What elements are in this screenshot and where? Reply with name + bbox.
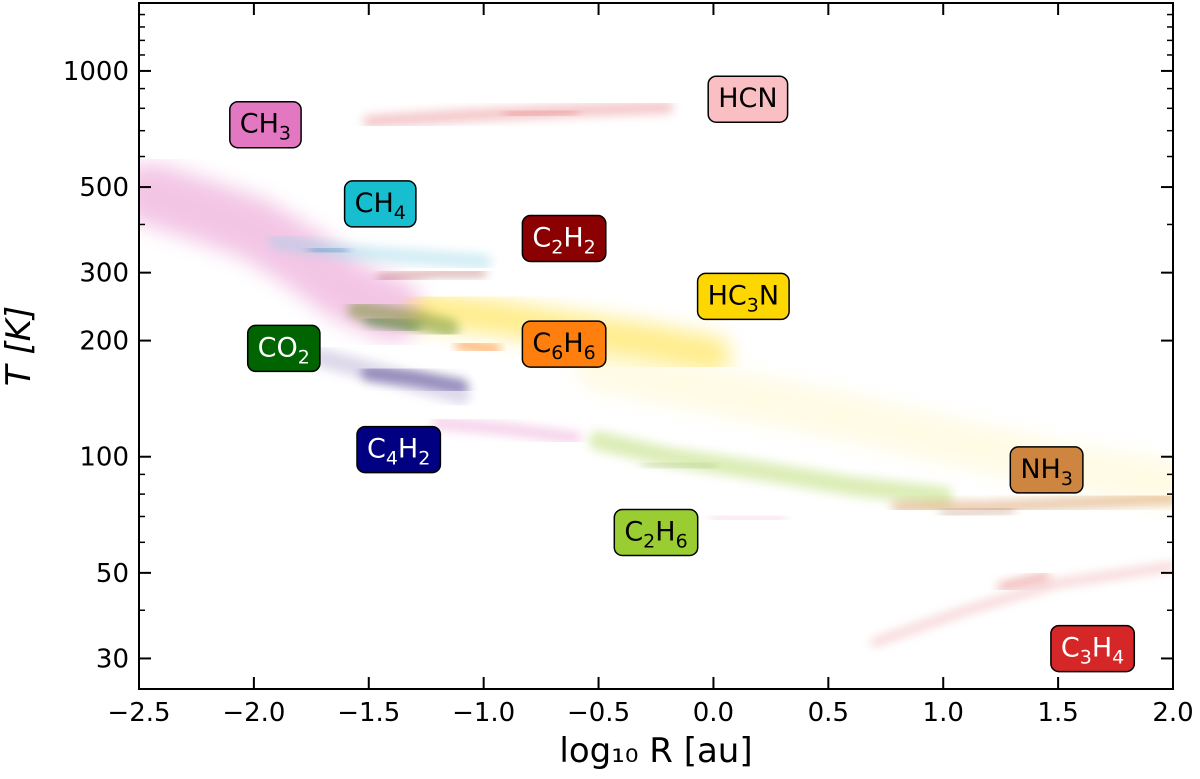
species-label-text: CH3: [240, 109, 291, 145]
species-label-box: [229, 100, 302, 149]
species-label-box: [356, 425, 442, 474]
x-tick-label: 1.5: [1037, 698, 1078, 728]
y-tick-label: 300: [79, 259, 129, 289]
density-band-10: [454, 338, 502, 356]
density-band-15: [588, 431, 953, 506]
species-label-text: C4H2: [367, 434, 430, 470]
species-label: HC3N: [696, 272, 790, 321]
density-band-6: [308, 246, 349, 255]
species-label: C4H2: [356, 425, 442, 474]
density-band-7: [377, 269, 487, 282]
density-band-14: [313, 348, 471, 405]
species-label-box: [613, 508, 699, 557]
species-label-text: HCN: [718, 83, 777, 114]
density-band-2: [709, 512, 787, 523]
x-tick-label: −1.5: [337, 698, 400, 728]
x-tick-label: −1.0: [452, 698, 515, 728]
species-label: C3H4: [1050, 624, 1136, 673]
density-band-1: [431, 417, 582, 444]
x-axis-title: log₁₀ R [au]: [559, 731, 752, 771]
x-tick-label: −2.0: [222, 698, 285, 728]
tick-layer: −2.5 −2.0 −1.5 −1.0 −0.5 0.0 0.5 1.0 1.5 2.0 30 50 1…: [63, 3, 1194, 728]
x-tick-label: 2.0: [1152, 698, 1193, 728]
species-label: CH4: [343, 180, 417, 228]
y-tick-label: 30: [96, 644, 129, 674]
density-band-19: [870, 562, 1173, 647]
x-tick-label: −2.5: [107, 698, 170, 728]
density-band-11: [347, 300, 459, 339]
species-label-box: [696, 272, 790, 321]
species-label: C2H2: [521, 214, 607, 263]
species-label-layer: HCN CH3 CH4 C2H2 HC3N C6H6 CO2 C4H2 NH3 C2H6 C3H4: [229, 75, 1136, 673]
y-tick-label: 200: [79, 327, 129, 357]
y-tick-label: 100: [79, 443, 129, 473]
species-label-text: C2H6: [624, 517, 687, 553]
species-label: C2H6: [613, 508, 699, 557]
species-label-box: [1009, 446, 1084, 494]
x-tick-label: 0.0: [693, 698, 734, 728]
species-label-text: NH3: [1020, 454, 1073, 490]
species-label: HCN: [707, 75, 789, 123]
species-label-box: [521, 320, 607, 368]
density-band-18: [940, 506, 1016, 517]
density-band-17: [891, 492, 1173, 514]
species-label: C6H6: [521, 320, 607, 368]
density-band-20: [997, 573, 1050, 590]
species-label: NH3: [1009, 446, 1084, 494]
y-tick-label: 500: [79, 173, 129, 203]
x-tick-label: 1.0: [923, 698, 964, 728]
species-label-text: C3H4: [1061, 633, 1124, 669]
plot-frame: [138, 2, 1174, 690]
species-label: CH3: [229, 100, 302, 149]
density-band-4: [503, 108, 579, 118]
species-label-text: CO2: [258, 332, 310, 368]
density-band-16: [641, 460, 717, 471]
density-layer: [139, 101, 1173, 647]
x-tick-label: 0.5: [808, 698, 849, 728]
species-label-box: [707, 75, 789, 123]
density-band-12: [363, 316, 420, 334]
species-label-text: C2H2: [532, 223, 595, 259]
species-label-box: [343, 180, 417, 228]
species-label-text: C6H6: [532, 328, 595, 364]
x-tick-label: −0.5: [567, 698, 630, 728]
species-label-box: [521, 214, 607, 263]
species-label-box: [1050, 624, 1136, 673]
species-label-text: CH4: [355, 188, 406, 224]
species-label-box: [246, 324, 321, 373]
y-tick-label: 1000: [63, 57, 129, 87]
species-label: CO2: [246, 324, 321, 373]
species-label-text: HC3N: [708, 280, 779, 316]
y-axis-title: T [K]: [0, 306, 39, 386]
y-tick-label: 50: [96, 559, 129, 589]
density-band-9: [575, 344, 1173, 508]
